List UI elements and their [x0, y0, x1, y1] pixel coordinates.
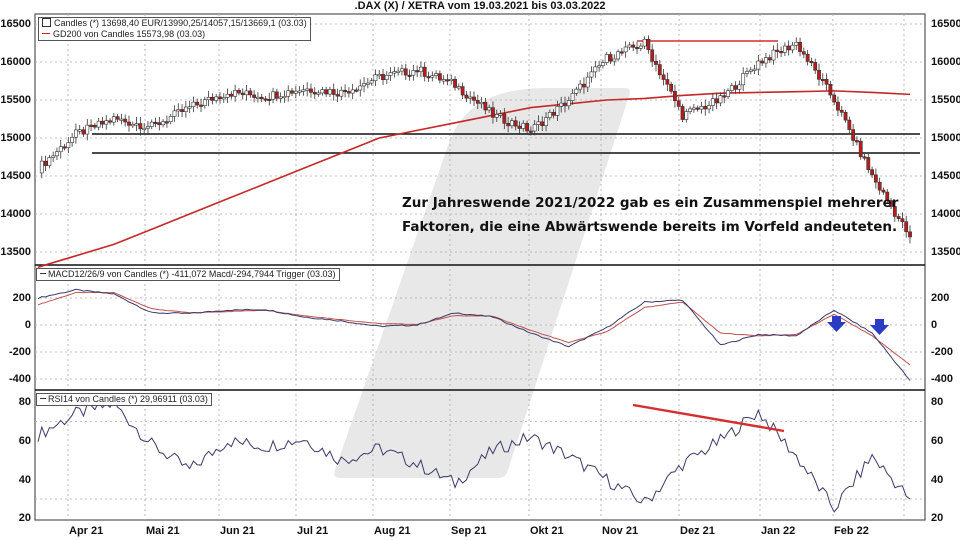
macd-axis-tick: -400: [8, 373, 31, 385]
price-legend: Candles (*) 13698,40 EUR/13990,25/14057,…: [38, 17, 311, 41]
gd200-legend-label: GD200 von Candles 15573,98 (03.03): [53, 29, 206, 39]
macd-axis-tick: 200: [931, 292, 950, 304]
rsi-axis-tick: 60: [18, 434, 31, 447]
price-axis-tick: 15000: [931, 132, 960, 144]
macd-axis-tick: 0: [24, 319, 31, 331]
x-axis-tick: Feb 22: [834, 525, 869, 537]
macd-legend: MACD12/26/9 von Candles (*) -411,072 Mac…: [36, 268, 340, 281]
macd-axis-tick: 0: [931, 319, 938, 331]
candles-legend-icon: [42, 18, 51, 27]
price-axis-tick: 16000: [0, 56, 31, 68]
x-axis-tick: Jun 21: [220, 525, 255, 537]
grid: [35, 14, 925, 520]
watermark-logo: [334, 88, 630, 478]
price-axis-tick: 13500: [0, 246, 31, 258]
rsi-axis-tick: 80: [18, 396, 31, 408]
arrow-down-icon: [827, 316, 846, 332]
macd-legend-icon: [40, 273, 46, 274]
x-axis-tick: Apr 21: [69, 525, 104, 537]
annotation-text: Zur Jahreswende 2021/2022 gab es ein Zus…: [402, 191, 898, 239]
rsi-legend-icon: [40, 398, 46, 399]
macd-axis-tick: 200: [12, 292, 31, 304]
price-axis-tick: 16500: [0, 18, 31, 30]
macd-lines: [37, 288, 911, 381]
annotation-line-2: Faktoren, die eine Abwärtswende bereits …: [402, 219, 898, 235]
rsi-line: [37, 399, 911, 513]
x-axis-tick: Sep 21: [451, 525, 487, 537]
rsi-axis-tick: 40: [931, 473, 944, 486]
macd-axis-tick: -200: [8, 346, 31, 358]
rsi-legend: RSI14 von Candles (*) 29,96911 (03.03): [36, 393, 212, 406]
price-axis-tick: 15500: [931, 94, 960, 106]
arrow-down-icon: [870, 319, 889, 335]
chart-title: .DAX (X) / XETRA vom 19.03.2021 bis 03.0…: [354, 0, 606, 12]
price-axis-tick: 14000: [931, 208, 960, 220]
price-axis-tick: 16500: [931, 18, 960, 30]
price-axis-tick: 13500: [931, 246, 960, 258]
rsi-legend-label: RSI14 von Candles (*) 29,96911 (03.03): [48, 394, 208, 404]
gd200-line: [37, 90, 911, 268]
price-axis-tick: 16000: [931, 56, 960, 68]
macd-legend-label: MACD12/26/9 von Candles (*) -411,072 Mac…: [48, 269, 336, 279]
rsi-axis-tick: 20: [931, 512, 944, 525]
x-axis-tick: Dez 21: [680, 525, 715, 537]
macd-axis-tick: -200: [931, 346, 954, 358]
price-axis-tick: 14000: [0, 208, 31, 220]
rsi-axis-tick: 60: [931, 434, 944, 447]
candlesticks: [39, 35, 912, 244]
rsi-axis-tick: 20: [18, 512, 31, 525]
x-axis-tick: Jan 22: [761, 525, 796, 537]
price-axis-tick: 15000: [0, 132, 31, 144]
candles-legend-label: Candles (*) 13698,40 EUR/13990,25/14057,…: [54, 18, 307, 28]
annotation-line-1: Zur Jahreswende 2021/2022 gab es ein Zus…: [402, 195, 899, 211]
rsi-axis-tick: 40: [18, 473, 31, 486]
x-axis-tick: Okt 21: [530, 525, 564, 537]
rsi-axis-tick: 80: [931, 396, 944, 408]
price-axis-tick: 14500: [0, 170, 31, 182]
macd-axis-tick: -400: [931, 373, 954, 385]
x-axis-tick: Jul 21: [297, 525, 329, 537]
rsi-divergence-trendline: [632, 403, 785, 433]
x-axis-tick: Aug 21: [374, 525, 411, 537]
x-axis-tick: Mai 21: [146, 525, 180, 537]
price-axis-tick: 15500: [0, 94, 31, 106]
price-axis-tick: 14500: [931, 170, 960, 182]
x-axis-tick: Nov 21: [602, 525, 639, 537]
gd200-legend-icon: [42, 33, 50, 34]
